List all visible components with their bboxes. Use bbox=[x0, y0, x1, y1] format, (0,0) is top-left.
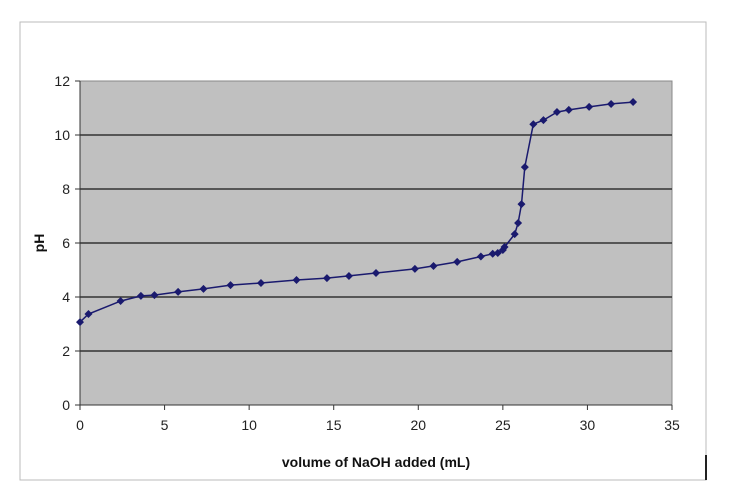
data-point bbox=[510, 230, 519, 239]
data-point bbox=[476, 252, 485, 261]
data-point bbox=[410, 264, 419, 273]
data-point bbox=[429, 261, 438, 270]
x-tick-label: 5 bbox=[161, 417, 169, 433]
data-point bbox=[174, 287, 183, 296]
frame-edge-mark bbox=[705, 455, 707, 480]
data-point bbox=[226, 281, 235, 290]
data-point bbox=[136, 291, 145, 300]
y-tick-label: 8 bbox=[62, 181, 70, 197]
y-axis-label: pH bbox=[31, 234, 47, 253]
x-axis-label: volume of NaOH added (mL) bbox=[282, 454, 470, 470]
data-point bbox=[76, 318, 84, 327]
data-point bbox=[500, 243, 509, 252]
data-point bbox=[150, 291, 159, 300]
data-point bbox=[453, 257, 462, 266]
data-point bbox=[493, 248, 502, 257]
y-tick-label: 6 bbox=[62, 235, 70, 251]
data-point bbox=[564, 105, 573, 114]
data-point bbox=[517, 200, 526, 209]
x-tick-label: 0 bbox=[76, 417, 84, 433]
x-tick-label: 35 bbox=[664, 417, 680, 433]
x-tick-label: 25 bbox=[495, 417, 511, 433]
data-point bbox=[520, 163, 529, 172]
y-tick-label: 12 bbox=[54, 73, 70, 89]
y-tick-label: 0 bbox=[62, 397, 70, 413]
data-point bbox=[629, 98, 638, 107]
data-point bbox=[529, 120, 538, 129]
data-point bbox=[322, 274, 331, 283]
data-point bbox=[116, 297, 125, 306]
data-point bbox=[84, 310, 93, 319]
y-tick-label: 2 bbox=[62, 343, 70, 359]
data-point bbox=[199, 284, 208, 293]
data-point bbox=[607, 99, 616, 108]
data-point bbox=[514, 219, 523, 228]
data-point bbox=[552, 108, 561, 117]
data-point bbox=[344, 271, 353, 280]
data-point bbox=[488, 249, 497, 258]
data-point bbox=[539, 116, 548, 125]
data-point bbox=[256, 278, 265, 287]
y-tick-label: 4 bbox=[62, 289, 70, 305]
y-tick-label: 10 bbox=[54, 127, 70, 143]
data-point bbox=[372, 268, 380, 277]
data-point bbox=[585, 102, 594, 111]
x-tick-label: 15 bbox=[326, 417, 342, 433]
x-tick-label: 20 bbox=[410, 417, 426, 433]
x-tick-label: 10 bbox=[241, 417, 257, 433]
data-point bbox=[292, 275, 301, 284]
x-tick-label: 30 bbox=[580, 417, 596, 433]
